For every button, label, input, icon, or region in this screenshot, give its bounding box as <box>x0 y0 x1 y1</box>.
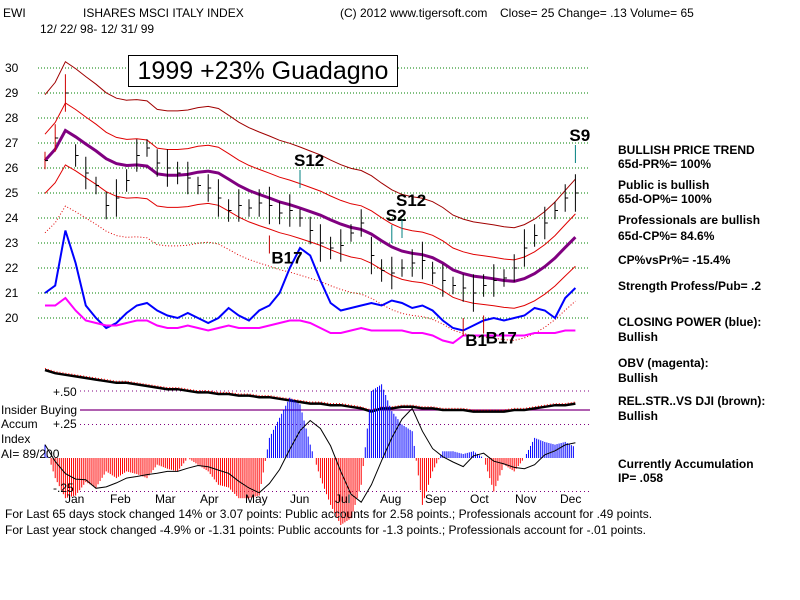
signal-label: S2 <box>386 206 407 225</box>
pros-label: Professionals are bullish <box>618 213 761 227</box>
y-tick-label: 29 <box>5 86 19 100</box>
footer-line-year: For Last year stock changed -4.9% or -1.… <box>5 523 646 537</box>
relstr-state: Bullish <box>618 409 659 423</box>
month-label: Aug <box>380 492 401 506</box>
trend-label: BULLISH PRICE TREND <box>618 143 755 157</box>
signal-label: S12 <box>396 191 426 210</box>
strength-value: Strength Profess/Pub= .2 <box>618 279 762 293</box>
date-range: 12/ 22/ 98- 12/ 31/ 99 <box>40 22 155 36</box>
month-label: Apr <box>200 492 219 506</box>
op-value: 65d-OP%= 100% <box>618 192 712 206</box>
upper-inner-band <box>44 102 576 261</box>
accum-label: Currently Accumulation <box>618 457 754 471</box>
obv-label: OBV (magenta): <box>618 356 709 370</box>
closing-power-label: CLOSING POWER (blue): <box>618 315 762 329</box>
title-box: 1999 +23% Guadagno <box>128 55 398 87</box>
ai-tick-p25: +.25 <box>53 417 77 431</box>
closing-power-state: Bullish <box>618 330 659 344</box>
month-label: Jan <box>65 492 84 506</box>
footer-line-65d: For Last 65 days stock changed 14% or 3.… <box>5 507 653 521</box>
quote-stats: Close= 25 Change= .13 Volume= 65 <box>500 6 694 20</box>
accum-axis-label: Accum <box>1 417 38 431</box>
ai-tick-p50: +.50 <box>53 385 77 399</box>
public-label: Public is bullish <box>618 178 710 192</box>
obv-state: Bullish <box>618 371 659 385</box>
signal-label: S12 <box>294 151 324 170</box>
month-label: Nov <box>515 492 536 506</box>
y-tick-label: 30 <box>5 61 19 75</box>
upper-band <box>44 60 576 229</box>
cpvspr-value: CP%vsPr%= -15.4% <box>618 253 731 267</box>
signal-label: B17 <box>271 249 302 268</box>
y-tick-label: 20 <box>5 311 19 325</box>
index-label: Index <box>1 432 31 446</box>
month-label: Mar <box>155 492 176 506</box>
copyright: (C) 2012 www.tigersoft.com <box>340 6 488 20</box>
month-label: Oct <box>470 492 489 506</box>
y-tick-label: 26 <box>5 161 19 175</box>
signal-label: S9 <box>569 126 590 145</box>
y-tick-label: 27 <box>5 136 19 150</box>
y-tick-label: 25 <box>5 186 19 200</box>
month-label: Sep <box>425 492 447 506</box>
closing-power-line <box>44 230 577 332</box>
month-label: May <box>245 492 268 506</box>
ai-tick-m25: -.25 <box>53 481 74 495</box>
relstr-label: REL.STR..VS DJI (brown): <box>618 394 766 408</box>
cp-value: 65d-CP%= 84.6% <box>618 229 715 243</box>
y-tick-label: 28 <box>5 111 19 125</box>
insider-label: Insider Buying <box>1 403 78 417</box>
security-name: ISHARES MSCI ITALY INDEX <box>83 6 244 20</box>
obv-line <box>45 296 576 345</box>
month-label: Jun <box>290 492 309 506</box>
month-label: Dec <box>560 492 581 506</box>
y-tick-label: 21 <box>5 286 19 300</box>
signal-label: B17 <box>486 329 517 348</box>
month-label: Feb <box>110 492 131 506</box>
ip-value: IP= .058 <box>618 471 664 485</box>
accum-ma-line <box>44 407 576 503</box>
pr-value: 65d-PR%= 100% <box>618 157 712 171</box>
month-label: Jul <box>335 492 350 506</box>
moving-average-line <box>43 128 577 283</box>
y-tick-label: 23 <box>5 236 19 250</box>
y-tick-label: 24 <box>5 211 19 225</box>
signal-label: B1 <box>465 331 487 350</box>
y-tick-label: 22 <box>5 261 19 275</box>
ai-value: AI= 89/200 <box>1 447 60 461</box>
symbol: EWI <box>3 6 26 20</box>
relative-strength-line <box>44 368 576 413</box>
